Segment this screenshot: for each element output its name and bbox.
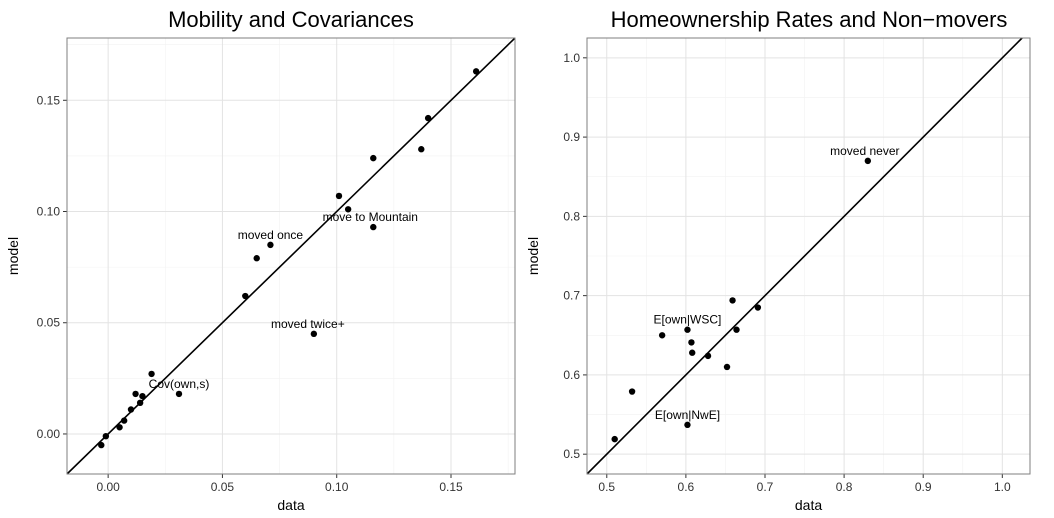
data-point bbox=[754, 304, 762, 311]
point-label: moved once bbox=[238, 228, 304, 242]
point-label: moved never bbox=[830, 144, 899, 158]
data-point bbox=[344, 206, 352, 213]
chart-title: Mobility and Covariances bbox=[168, 7, 414, 32]
reference-line-y-equals-x bbox=[586, 37, 1023, 475]
y-tick-label: 1.0 bbox=[563, 51, 580, 65]
x-axis-label: data bbox=[277, 497, 304, 513]
x-tick-label: 0.8 bbox=[836, 480, 853, 494]
data-point bbox=[139, 392, 146, 400]
point-label: E[own|WSC] bbox=[654, 313, 722, 327]
data-point bbox=[175, 390, 183, 398]
data-point bbox=[335, 192, 343, 200]
x-tick-label: 0.00 bbox=[96, 480, 120, 494]
data-point bbox=[242, 292, 249, 300]
data-point bbox=[689, 349, 696, 356]
data-point bbox=[136, 399, 144, 407]
y-tick-label: 0.00 bbox=[37, 427, 61, 441]
plot-border bbox=[586, 37, 1031, 475]
y-tick-label: 0.9 bbox=[563, 130, 580, 144]
data-point bbox=[704, 352, 712, 360]
data-point bbox=[102, 432, 110, 440]
data-point bbox=[120, 417, 128, 424]
x-tick-label: 0.10 bbox=[325, 480, 349, 494]
data-point bbox=[611, 435, 618, 443]
data-point bbox=[628, 388, 636, 395]
data-point bbox=[370, 154, 377, 162]
data-point bbox=[418, 146, 425, 153]
x-tick-label: 0.7 bbox=[757, 480, 774, 494]
data-point bbox=[729, 297, 736, 304]
x-tick-label: 0.6 bbox=[678, 480, 695, 494]
point-label: moved twice+ bbox=[271, 317, 345, 331]
point-label: E[own|NwE] bbox=[655, 408, 720, 422]
data-point bbox=[132, 390, 139, 398]
x-tick-label: 0.5 bbox=[598, 480, 615, 494]
y-tick-label: 0.6 bbox=[563, 368, 580, 382]
data-point bbox=[688, 339, 695, 346]
x-axis-label: data bbox=[795, 497, 822, 513]
point-label: Cov(own,s) bbox=[149, 377, 210, 391]
x-tick-label: 0.15 bbox=[439, 480, 463, 494]
y-tick-label: 0.5 bbox=[563, 447, 580, 461]
y-axis-label: model bbox=[5, 237, 21, 275]
data-point bbox=[658, 332, 666, 339]
data-point bbox=[684, 326, 691, 333]
data-point bbox=[116, 424, 123, 431]
x-tick-label: 0.9 bbox=[915, 480, 932, 494]
data-point bbox=[723, 363, 731, 371]
y-tick-label: 0.15 bbox=[37, 93, 61, 107]
y-tick-label: 0.7 bbox=[563, 289, 580, 303]
x-tick-label: 1.0 bbox=[994, 480, 1011, 494]
y-tick-label: 0.8 bbox=[563, 209, 580, 223]
data-point bbox=[98, 441, 105, 449]
data-point bbox=[148, 370, 155, 378]
chart-title: Homeownership Rates and Non−movers bbox=[611, 7, 1008, 32]
y-tick-label: 0.10 bbox=[37, 205, 61, 219]
data-point bbox=[267, 241, 274, 249]
data-point bbox=[424, 114, 432, 122]
x-tick-label: 0.05 bbox=[211, 480, 235, 494]
chart-panel-2: 0.5 0.6 0.7 0.8 0.9 1.0 0.5 0.6 0.7 0.8 0.9 1.0 E[ow… bbox=[525, 7, 1031, 513]
point-label: move to Mountain bbox=[323, 210, 418, 224]
data-point bbox=[310, 330, 318, 338]
chart-panel-1: 0.00 0.05 0.10 0.15 0.00 0.05 0.10 0.15 Cov(own,… bbox=[5, 7, 516, 513]
y-tick-label: 0.05 bbox=[37, 316, 61, 330]
data-point bbox=[684, 421, 691, 429]
plot-border bbox=[66, 37, 516, 475]
data-point bbox=[733, 326, 740, 333]
data-point bbox=[253, 255, 260, 262]
data-point bbox=[127, 406, 135, 413]
data-point bbox=[864, 157, 872, 165]
data-point bbox=[370, 223, 377, 231]
y-axis-label: model bbox=[525, 237, 541, 275]
data-point bbox=[472, 68, 480, 75]
